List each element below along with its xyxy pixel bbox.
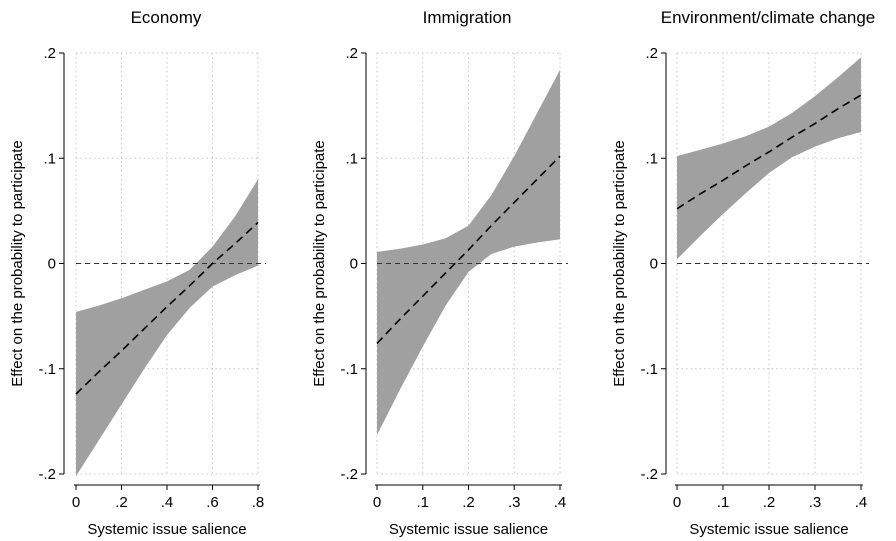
y-tick-label: -.2 — [340, 466, 358, 483]
panel-title: Economy — [131, 8, 202, 27]
y-tick-label: .2 — [345, 45, 358, 62]
y-axis-title: Effect on the probability to participate — [9, 140, 26, 387]
x-tick-label: .3 — [809, 494, 822, 511]
x-tick-label: .1 — [416, 494, 429, 511]
confidence-band — [76, 179, 258, 477]
y-tick-label: -.1 — [340, 361, 358, 378]
x-tick-label: 0 — [673, 494, 681, 511]
y-tick-label: 0 — [350, 256, 358, 273]
confidence-band — [677, 57, 861, 260]
panel-title: Immigration — [423, 8, 512, 27]
x-tick-label: .2 — [763, 494, 776, 511]
y-tick-label: -.1 — [38, 361, 56, 378]
y-tick-label: .2 — [43, 45, 56, 62]
x-tick-label: .8 — [252, 494, 265, 511]
estimate-line — [376, 155, 561, 345]
confidence-band — [377, 69, 560, 436]
y-tick-label: .1 — [345, 150, 358, 167]
x-axis-title: Systemic issue salience — [689, 521, 848, 538]
y-tick-label: 0 — [650, 256, 658, 273]
x-tick-label: .3 — [508, 494, 521, 511]
estimate-line — [676, 94, 862, 210]
panel-1: -.2 -.1 0 .1 .2 0 .2 .4 .6 .8 Economy Systemic issu… — [9, 8, 266, 538]
y-axis-title: Effect on the probability to participate — [311, 140, 328, 387]
y-axis-title: Effect on the probability to participate — [611, 140, 628, 387]
y-tick-label: -.2 — [38, 466, 56, 483]
panel-2: -.2 -.1 0 .1 .2 0 .1 .2 .3 .4 Immigration Systemic … — [311, 8, 568, 538]
y-tick-label: .1 — [645, 150, 658, 167]
y-tick-label: 0 — [48, 256, 56, 273]
x-tick-label: .1 — [717, 494, 730, 511]
panel-3: -.2 -.1 0 .1 .2 0 .1 .2 .3 .4 Environment/climate … — [611, 8, 875, 538]
estimate-line — [75, 221, 259, 395]
x-axis-title: Systemic issue salience — [87, 521, 246, 538]
x-tick-label: .2 — [115, 494, 128, 511]
y-tick-label: .1 — [43, 150, 56, 167]
x-tick-label: 0 — [72, 494, 80, 511]
y-tick-label: -.2 — [640, 466, 658, 483]
x-tick-label: .4 — [554, 494, 567, 511]
x-tick-label: .4 — [161, 494, 174, 511]
x-tick-label: .6 — [206, 494, 219, 511]
x-axis-title: Systemic issue salience — [389, 521, 548, 538]
x-tick-label: .2 — [462, 494, 475, 511]
y-tick-label: -.1 — [640, 361, 658, 378]
panel-title: Environment/climate change — [661, 8, 876, 27]
y-tick-label: .2 — [645, 45, 658, 62]
x-tick-label: 0 — [373, 494, 381, 511]
x-tick-label: .4 — [855, 494, 868, 511]
